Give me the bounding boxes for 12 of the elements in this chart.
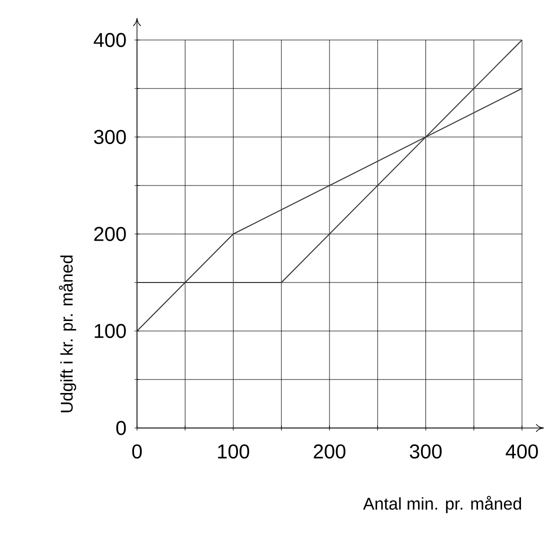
x-tick-label: 300 bbox=[410, 444, 442, 459]
y-tick-label: 300 bbox=[94, 130, 126, 144]
y-tick-label: 100 bbox=[94, 324, 126, 338]
y-tick-label: 200 bbox=[94, 226, 126, 242]
x-tick-label: 100 bbox=[218, 444, 250, 459]
x-tick-label: 200 bbox=[314, 444, 346, 459]
x-tick-label: 0 bbox=[132, 444, 142, 459]
x-tick-label: 400 bbox=[506, 444, 538, 459]
y-tick-label: 0 bbox=[116, 420, 126, 436]
y-axis-title: Udgift i kr. pr. måned bbox=[58, 256, 76, 412]
y-tick-label: 400 bbox=[94, 32, 126, 48]
x-axis-title: Antal min. pr. måned bbox=[363, 496, 522, 514]
